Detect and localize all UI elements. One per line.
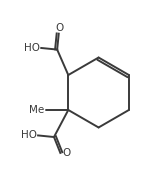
Text: O: O xyxy=(55,23,64,33)
Text: O: O xyxy=(62,148,70,158)
Text: HO: HO xyxy=(21,130,37,140)
Text: Me: Me xyxy=(29,105,44,115)
Text: HO: HO xyxy=(24,43,40,53)
